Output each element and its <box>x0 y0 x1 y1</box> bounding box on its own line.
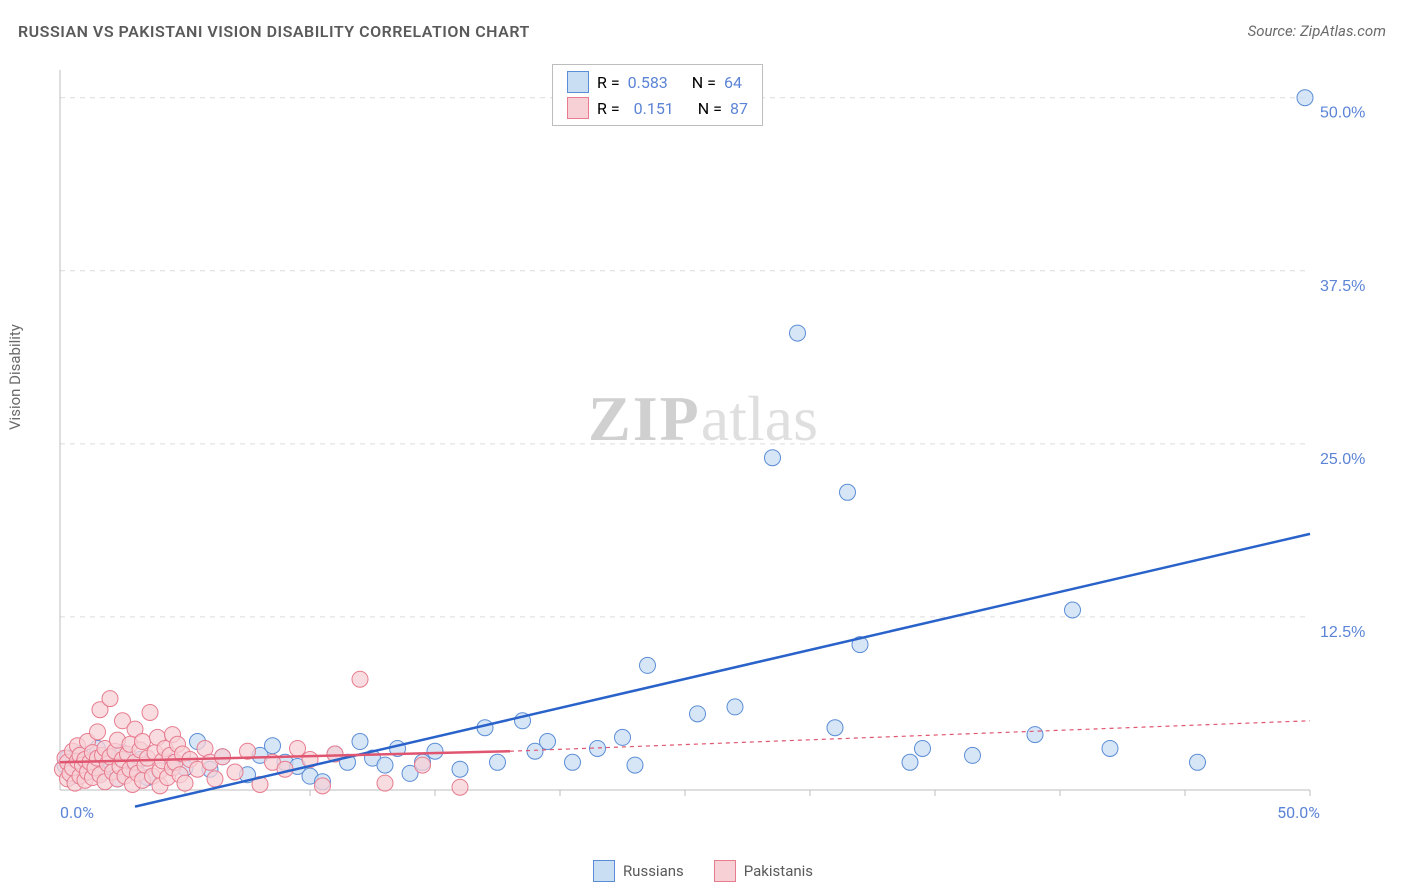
swatch-pakistanis <box>567 97 589 119</box>
svg-text:50.0%: 50.0% <box>1320 105 1365 122</box>
series-legend: Russians Pakistanis <box>0 860 1406 882</box>
correlation-legend: R = 0.583 N = 64 R = 0.151 N = 87 <box>552 64 763 126</box>
chart-title: RUSSIAN VS PAKISTANI VISION DISABILITY C… <box>18 22 530 41</box>
scatter-plot-svg: 12.5% 25.0% 37.5% 50.0% 0.0% 50.0% <box>50 60 1380 830</box>
chart-container: RUSSIAN VS PAKISTANI VISION DISABILITY C… <box>0 0 1406 892</box>
plot-area: 12.5% 25.0% 37.5% 50.0% 0.0% 50.0% <box>50 60 1380 830</box>
swatch-russians-bottom <box>593 860 615 882</box>
n-value-pakistanis: 87 <box>730 99 748 118</box>
svg-text:50.0%: 50.0% <box>1277 803 1320 822</box>
swatch-russians <box>567 71 589 93</box>
svg-text:25.0%: 25.0% <box>1320 451 1365 468</box>
svg-text:37.5%: 37.5% <box>1320 278 1365 295</box>
y-axis-label: Vision Disability <box>6 324 24 430</box>
legend-item-pakistanis: Pakistanis <box>714 860 813 882</box>
legend-row-russians: R = 0.583 N = 64 <box>553 69 762 95</box>
source-label: Source: ZipAtlas.com <box>1248 22 1386 40</box>
n-value-russians: 64 <box>724 73 742 92</box>
r-value-russians: 0.583 <box>628 73 668 92</box>
r-value-pakistanis: 0.151 <box>634 99 674 118</box>
legend-item-russians: Russians <box>593 860 684 882</box>
legend-row-pakistanis: R = 0.151 N = 87 <box>553 95 762 121</box>
svg-text:12.5%: 12.5% <box>1320 624 1365 641</box>
svg-text:0.0%: 0.0% <box>60 803 94 822</box>
swatch-pakistanis-bottom <box>714 860 736 882</box>
